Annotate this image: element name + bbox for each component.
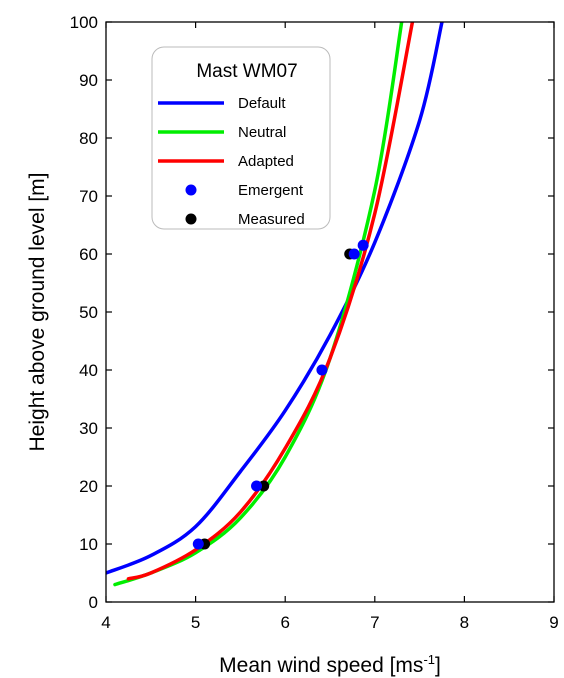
x-tick-label: 6	[280, 613, 289, 632]
x-tick-label: 8	[460, 613, 469, 632]
y-tick-label: 90	[79, 71, 98, 90]
legend-label-neutral: Neutral	[238, 124, 286, 141]
x-tick-label: 4	[101, 613, 110, 632]
y-tick-label: 20	[79, 477, 98, 496]
x-tick-label: 5	[191, 613, 200, 632]
legend-swatch-emergent	[185, 184, 197, 196]
legend-label-default: Default	[238, 95, 286, 112]
y-tick-label: 50	[79, 303, 98, 322]
point-emergent	[251, 480, 263, 492]
legend-swatch-measured	[185, 213, 197, 225]
y-tick-label: 60	[79, 245, 98, 264]
legend-label-measured: Measured	[238, 211, 305, 228]
legend-label-adapted: Adapted	[238, 153, 294, 170]
y-tick-label: 80	[79, 129, 98, 148]
y-tick-label: 30	[79, 419, 98, 438]
series-line-adapted	[126, 22, 415, 581]
point-emergent	[192, 538, 204, 550]
legend-label-emergent: Emergent	[238, 182, 304, 199]
legend-box	[151, 46, 331, 230]
y-tick-label: 70	[79, 187, 98, 206]
plot-marks	[106, 22, 444, 587]
x-tick-label: 9	[549, 613, 558, 632]
x-axis-title: Mean wind speed [ms-1]	[219, 652, 441, 677]
y-axis-title: Height above ground level [m]	[26, 173, 49, 452]
point-emergent	[357, 239, 369, 251]
point-emergent	[316, 364, 328, 376]
y-tick-label: 40	[79, 361, 98, 380]
legend-title: Mast WM07	[196, 61, 297, 82]
point-emergent	[348, 248, 360, 260]
y-tick-label: 10	[79, 535, 98, 554]
y-tick-label: 100	[70, 13, 98, 32]
legend-entries: Default Neutral Adapted Emergent Measured	[158, 95, 305, 228]
series-line-default	[106, 22, 444, 575]
y-tick-label: 0	[89, 593, 98, 612]
x-tick-label: 7	[370, 613, 379, 632]
legend: Mast WM07 Default Neutral Adapted Emergent M…	[151, 46, 331, 230]
